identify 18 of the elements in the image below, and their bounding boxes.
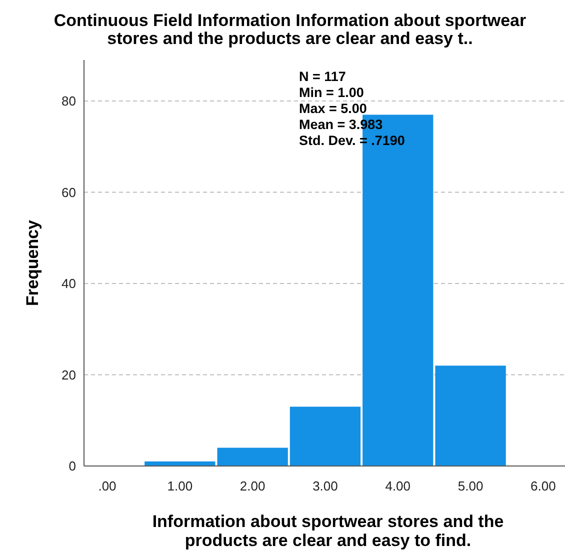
y-tick-label: 80 bbox=[62, 94, 76, 109]
x-axis-title: Information about sportwear stores and the products are clear and easy to find. bbox=[152, 512, 504, 550]
x-tick-label: 2.00 bbox=[240, 478, 266, 494]
annotation: Min = 1.00 bbox=[299, 85, 364, 100]
chart-title: Continuous Field Information Information about sportwear stores and the products are clear and easy t.. bbox=[54, 11, 526, 48]
x-tick-label: 4.00 bbox=[385, 478, 411, 494]
y-tick-label: 40 bbox=[62, 276, 76, 292]
x-tick-label: 1.00 bbox=[167, 478, 193, 494]
x-tick-label: 3.00 bbox=[312, 478, 338, 494]
y-tick-label: 20 bbox=[62, 367, 76, 382]
x-tick-label: .00 bbox=[98, 478, 116, 494]
annotation: Max = 5.00 bbox=[299, 101, 367, 116]
y-tick-label: 60 bbox=[62, 184, 76, 200]
annotation: N = 117 bbox=[299, 69, 346, 84]
y-axis-title: Frequency bbox=[23, 219, 42, 306]
x-tick-label: 5.00 bbox=[458, 478, 484, 494]
y-tick-label: 0 bbox=[68, 458, 76, 474]
x-tick-label: 6.00 bbox=[530, 478, 556, 494]
